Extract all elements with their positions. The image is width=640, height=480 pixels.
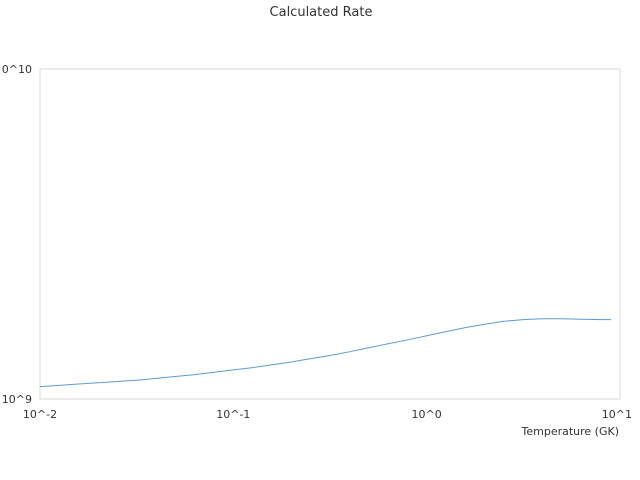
chart-title: Calculated Rate [270, 5, 373, 20]
series-lines [39, 318, 612, 388]
x-tick-label: 10^-2 [23, 408, 57, 421]
plot-area-frame [39, 68, 621, 400]
y-axis-ticks: 0^10 10^9 [2, 63, 32, 406]
x-tick-label: 10^1 [602, 408, 632, 421]
y-tick-label: 0^10 [2, 63, 32, 76]
x-tick-label: 10^0 [412, 408, 442, 421]
series-line [39, 318, 612, 388]
y-tick-label: 10^9 [2, 393, 32, 406]
x-axis-label: Temperature (GK) [521, 425, 620, 438]
x-tick-label: 10^-1 [216, 408, 250, 421]
x-axis-ticks: 10^-2 10^-1 10^0 10^1 [23, 408, 632, 421]
